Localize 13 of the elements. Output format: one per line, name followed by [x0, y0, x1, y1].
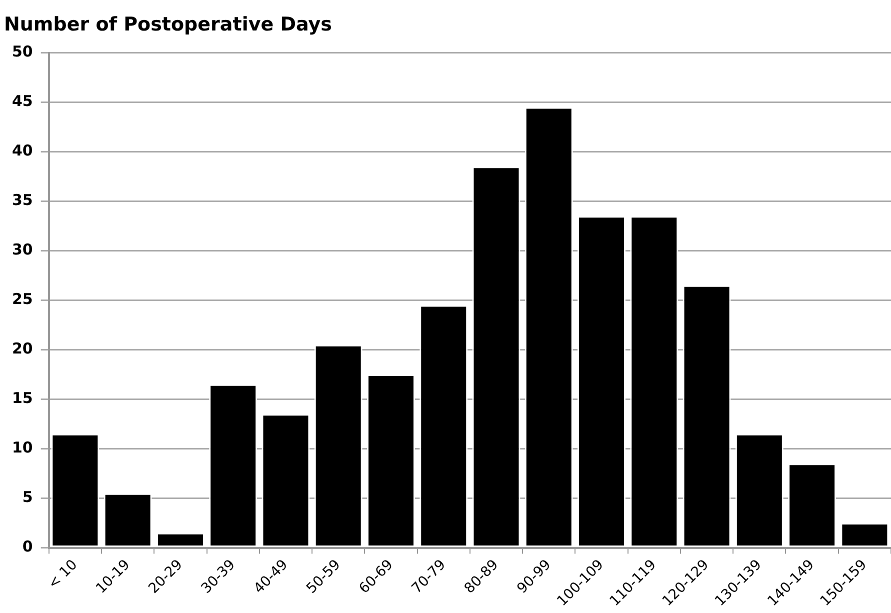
y-tick-label: 20: [12, 340, 33, 358]
y-tick-label: 10: [12, 438, 33, 457]
y-tick-label: 30: [12, 240, 33, 259]
y-tick-label: 40: [12, 142, 33, 160]
y-tick-label: 15: [12, 389, 33, 408]
chart-title: Number of Postoperative Days: [4, 13, 332, 36]
x-tick-label: < 10: [45, 556, 81, 592]
y-tick-label: 0: [22, 538, 33, 556]
y-tick-label: 35: [12, 191, 33, 210]
y-tick-label: 25: [12, 290, 33, 308]
y-tick-label: 45: [12, 92, 33, 110]
y-tick-label: 5: [22, 488, 33, 506]
y-tick-label: 50: [12, 42, 33, 61]
